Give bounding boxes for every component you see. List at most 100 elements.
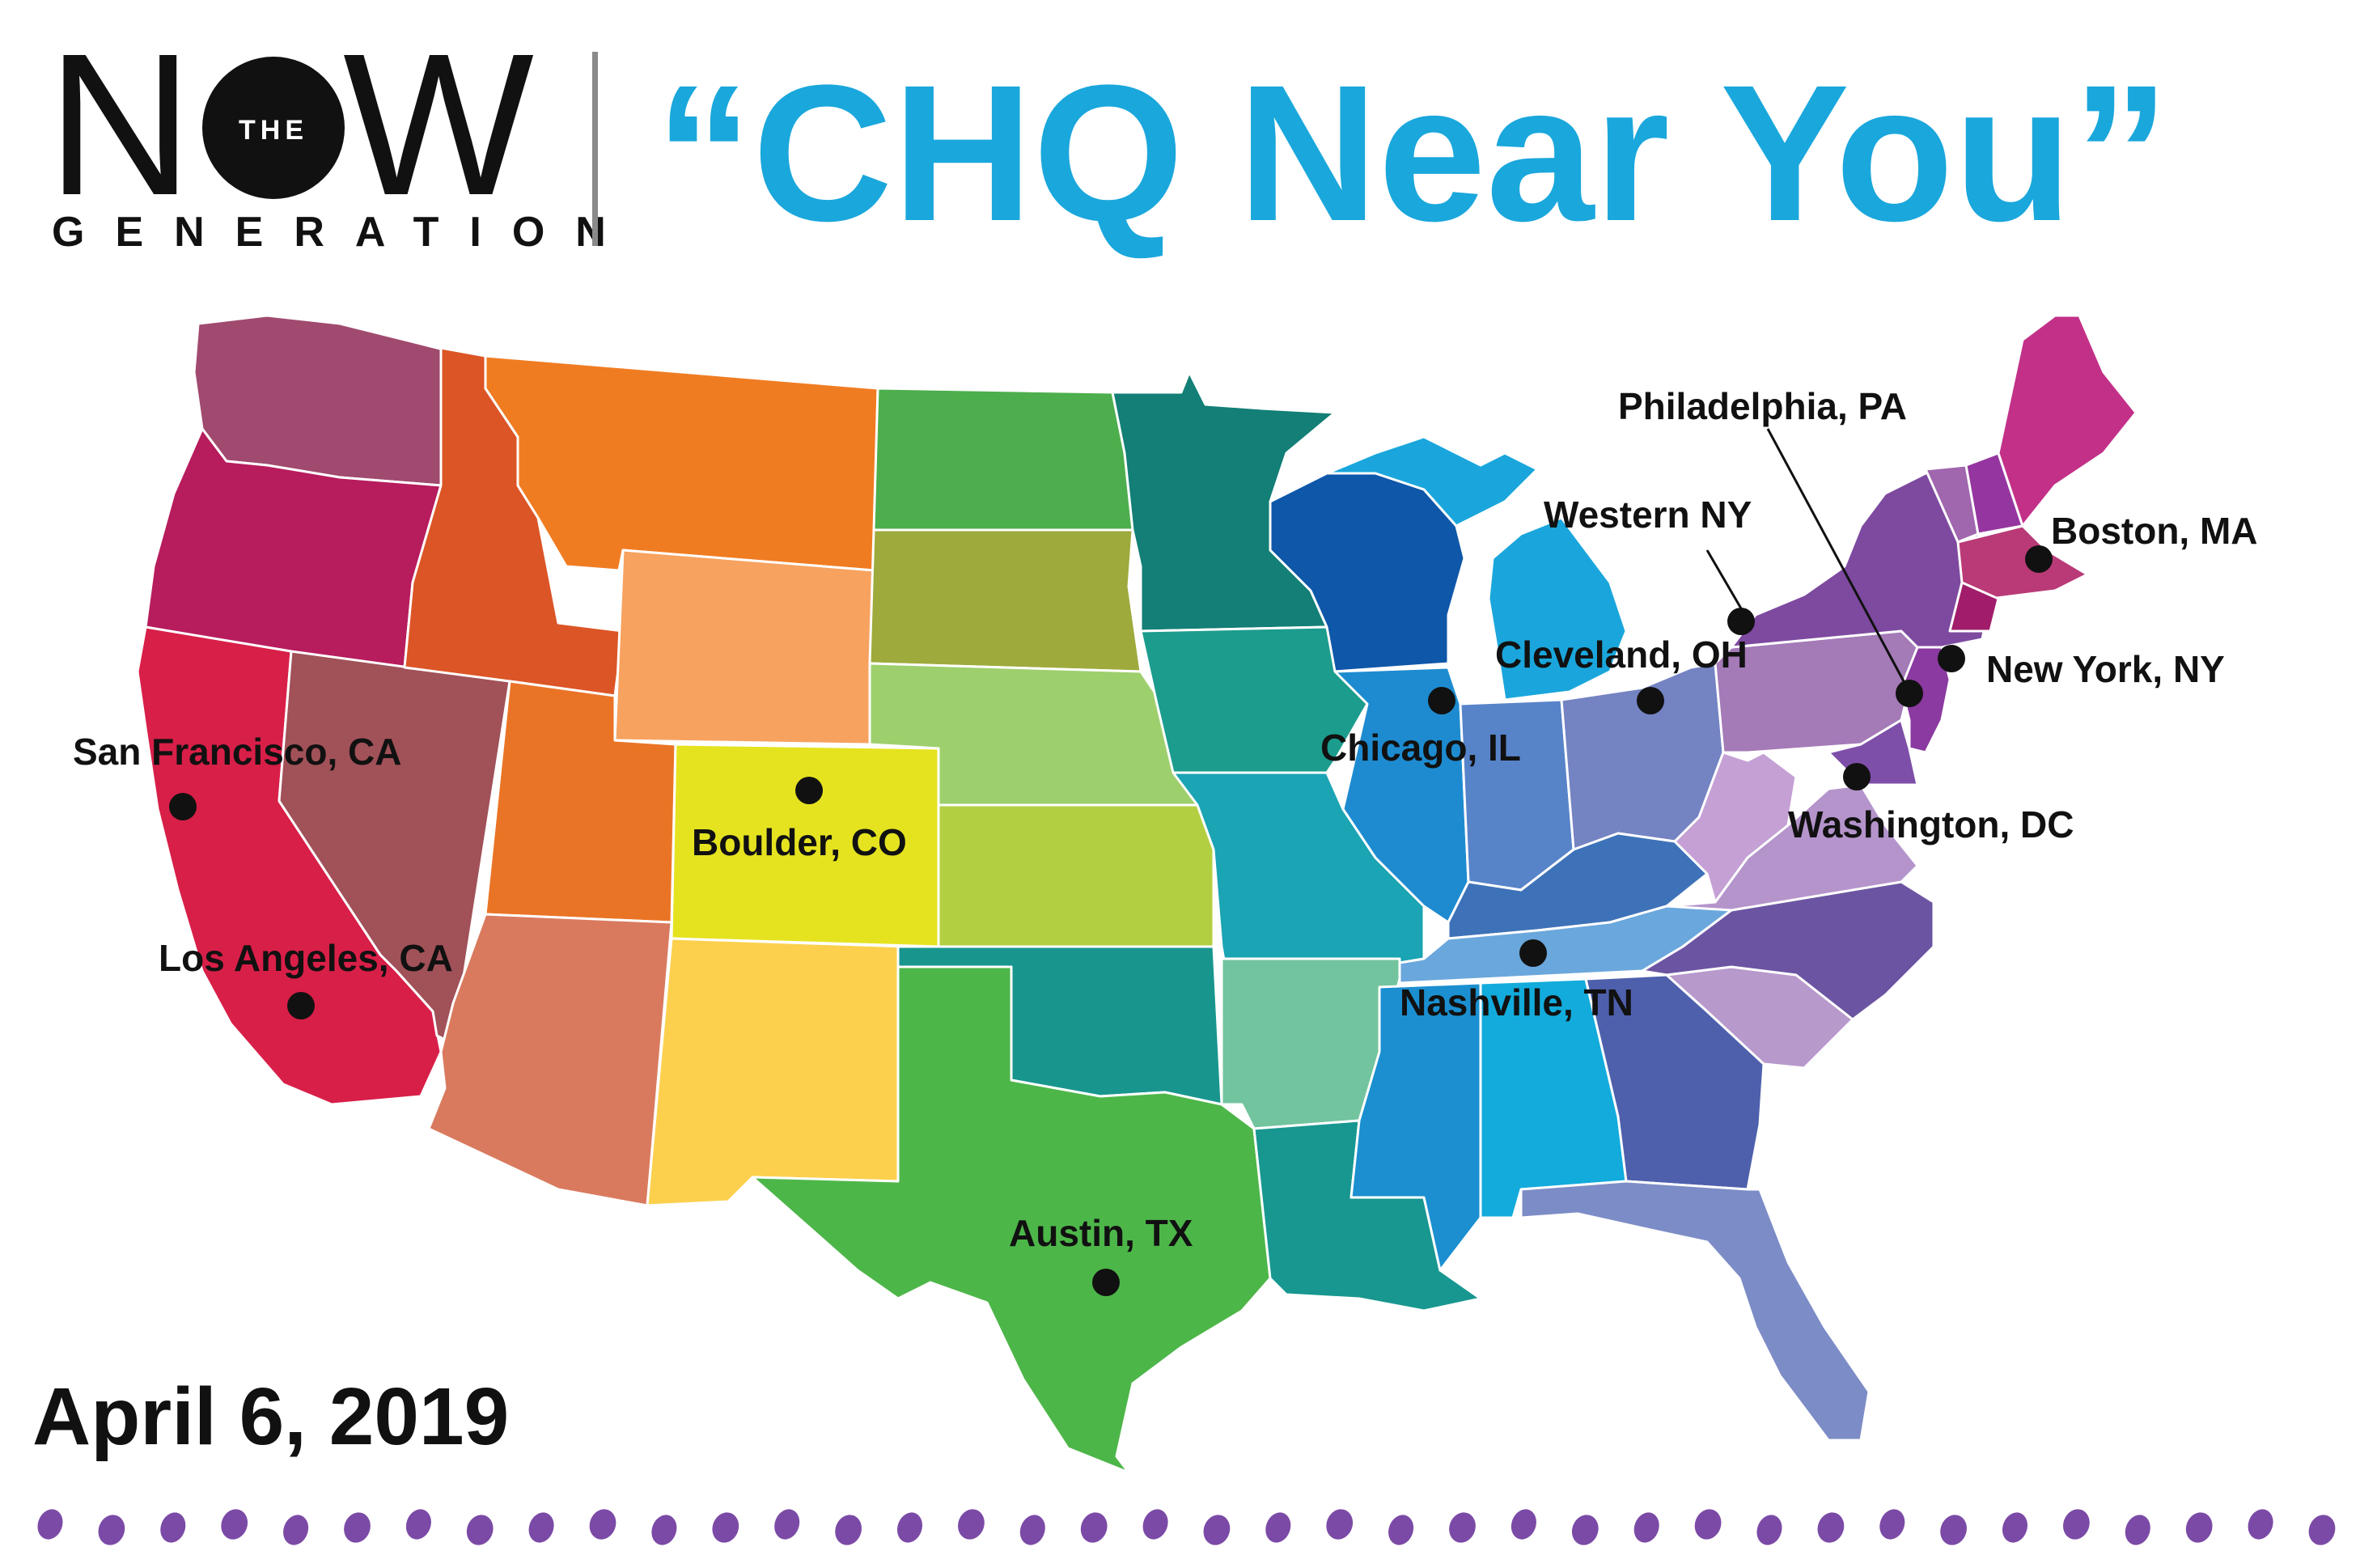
city-dot[interactable] [1092, 1269, 1120, 1296]
us-states-map [136, 314, 2138, 1474]
decorative-dot [405, 1509, 431, 1540]
decorative-dot [2063, 1509, 2090, 1540]
decorative-dot [896, 1512, 923, 1543]
city-dot[interactable] [1938, 645, 1965, 672]
city-marker[interactable]: Philadelphia, PA [1618, 385, 1923, 707]
city-label: Chicago, IL [1320, 727, 1521, 769]
headline-title: “CHQ Near You” [655, 44, 2169, 261]
state-texas [751, 965, 1272, 1474]
decorative-dot [1388, 1515, 1414, 1545]
state-illinois [1333, 666, 1470, 924]
decorative-dot [344, 1512, 371, 1543]
state-nevada [278, 650, 511, 1045]
decorative-dot [2308, 1515, 2336, 1545]
logo-the-text: THE [239, 115, 308, 146]
city-marker[interactable]: Nashville, TN [1400, 939, 1633, 1023]
decorative-dot [1879, 1509, 1905, 1540]
decorative-dot [1203, 1515, 1231, 1545]
city-label: Washington, DC [1788, 803, 2074, 845]
city-label: Nashville, TN [1400, 981, 1633, 1023]
city-dot[interactable] [1896, 680, 1923, 707]
state-maine [1997, 314, 2138, 528]
decorative-dot [2248, 1509, 2273, 1540]
decorative-dot [98, 1515, 125, 1545]
state-west-virginia [1673, 751, 1798, 904]
decorative-dot [712, 1512, 739, 1543]
decorative-dot [283, 1515, 309, 1545]
city-marker[interactable]: Austin, TX [1009, 1212, 1193, 1296]
state-michigan [1325, 435, 1539, 528]
decorative-dot [1694, 1509, 1722, 1540]
logo-letter-n: N [47, 11, 193, 237]
city-marker[interactable]: Cleveland, OH [1495, 634, 1748, 714]
city-marker[interactable]: Boulder, CO [692, 777, 907, 863]
decorative-dot [774, 1509, 800, 1540]
decorative-dot [2125, 1515, 2150, 1545]
city-dot[interactable] [1637, 687, 1664, 714]
city-label: Western NY [1544, 494, 1752, 536]
city-dot[interactable] [1843, 763, 1871, 790]
city-dot[interactable] [2025, 545, 2053, 573]
philadelphia-leader-line [1766, 428, 1911, 693]
city-marker[interactable]: Los Angeles, CA [159, 937, 453, 1019]
decorative-dot [37, 1509, 63, 1540]
state-wyoming [613, 549, 875, 746]
city-dot[interactable] [1727, 608, 1755, 635]
decorative-dot [1142, 1509, 1168, 1540]
city-label: Austin, TX [1009, 1212, 1193, 1254]
decorative-dot [958, 1509, 985, 1540]
decorative-dot [1633, 1512, 1659, 1543]
event-date: April 6, 2019 [32, 1371, 509, 1462]
state-washington [193, 314, 455, 487]
decorative-dot [2185, 1512, 2213, 1543]
decorative-dot [1265, 1512, 1291, 1543]
decorative-dot-row [37, 1509, 2336, 1545]
city-marker[interactable]: Washington, DC [1788, 763, 2074, 845]
western-ny-leader-line [1705, 549, 1743, 609]
city-marker[interactable]: Chicago, IL [1320, 687, 1521, 769]
decorative-dot [1326, 1509, 1354, 1540]
state-kansas [937, 803, 1215, 948]
city-label: Boulder, CO [692, 821, 907, 863]
decorative-dot [1756, 1515, 1782, 1545]
state-north-dakota [872, 387, 1134, 532]
decorative-dot [2002, 1512, 2028, 1543]
city-dot[interactable] [287, 992, 315, 1019]
decorative-dot [160, 1512, 186, 1543]
logo-letter-w: W [343, 11, 534, 237]
decorative-dot [466, 1515, 494, 1545]
city-marker[interactable]: Western NY [1544, 494, 1755, 635]
city-label: San Francisco, CA [73, 731, 401, 773]
decorative-dot [221, 1509, 248, 1540]
city-dot[interactable] [795, 777, 823, 804]
city-dot[interactable] [169, 793, 197, 820]
city-marker[interactable]: New York, NY [1938, 645, 2225, 690]
header-divider [592, 52, 598, 246]
state-florida [1519, 1180, 1871, 1442]
decorative-dot [1449, 1512, 1476, 1543]
city-markers: San Francisco, CA Los Angeles, CA Boulde… [73, 385, 2258, 1296]
state-michigan-lower [1487, 516, 1628, 701]
decorative-dot [589, 1509, 616, 1540]
decorative-dot [651, 1515, 677, 1545]
state-connecticut [1948, 581, 2000, 633]
decorative-dot [1571, 1515, 1599, 1545]
city-label: Los Angeles, CA [159, 937, 453, 979]
logo-circle [202, 57, 345, 199]
city-marker[interactable]: Boston, MA [2025, 510, 2258, 573]
decorative-dot [528, 1512, 554, 1543]
state-new-mexico [646, 937, 908, 1207]
city-label: Philadelphia, PA [1618, 385, 1907, 427]
city-marker[interactable]: San Francisco, CA [73, 731, 401, 820]
decorative-dot [1510, 1509, 1536, 1540]
city-label: New York, NY [1986, 648, 2225, 690]
city-dot[interactable] [1519, 939, 1547, 967]
decorative-dot [1019, 1515, 1045, 1545]
logo-generation-text: GENERATION [52, 209, 637, 256]
city-dot[interactable] [1428, 687, 1455, 714]
city-label: Cleveland, OH [1495, 634, 1748, 676]
now-generation-logo: N THE W GENERATION [47, 11, 637, 256]
state-south-dakota [868, 528, 1142, 673]
decorative-dot [1940, 1515, 1967, 1545]
